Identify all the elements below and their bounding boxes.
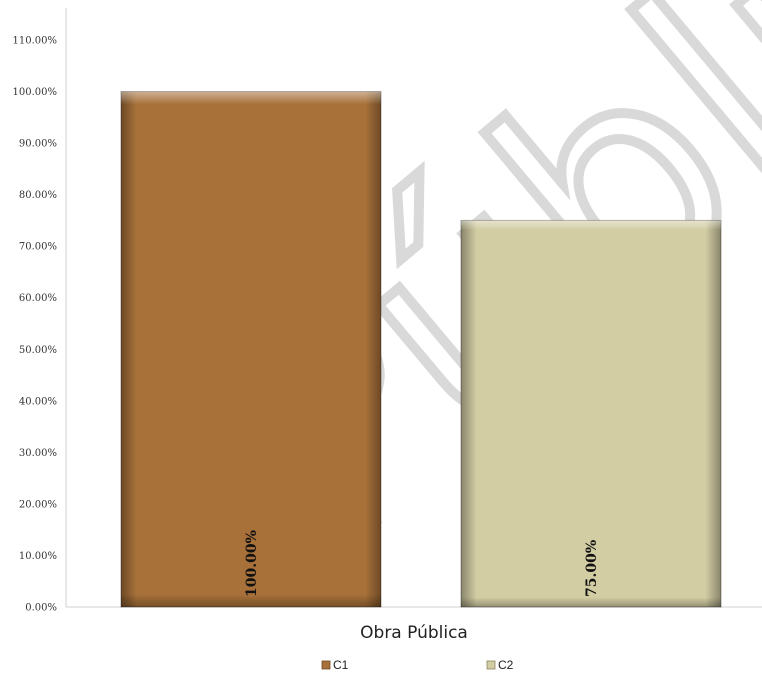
y-tick-label: 50.00%: [19, 345, 57, 356]
data-label-c1: 100.00%: [244, 530, 260, 597]
data-label-c2: 75.00%: [584, 540, 600, 597]
legend-swatch-c1: [321, 660, 331, 670]
y-tick-label: 40.00%: [19, 396, 57, 407]
y-tick-label: 20.00%: [19, 499, 57, 510]
y-tick-label: 70.00%: [19, 242, 57, 253]
y-tick-label: 90.00%: [19, 139, 57, 150]
legend-swatch-c2: [486, 660, 496, 670]
x-category-label: Obra Pública: [360, 623, 468, 643]
legend-item-c2: C2: [486, 658, 514, 672]
legend-label-c2: C2: [498, 658, 514, 672]
y-tick-label: 10.00%: [19, 551, 57, 562]
legend-item-c1: C1: [321, 658, 349, 672]
y-tick-label: 110.00%: [13, 36, 58, 47]
y-tick-label: 30.00%: [19, 448, 57, 459]
y-tick-label: 80.00%: [19, 190, 57, 201]
y-tick-label: 100.00%: [13, 87, 58, 98]
y-tick-label: 0.00%: [25, 603, 57, 614]
bar-bevel: [121, 91, 381, 607]
bar-c2: 75.00%: [460, 219, 722, 608]
bars: 100.00% 75.00%: [120, 91, 722, 608]
bar-c1: 100.00%: [120, 91, 382, 608]
legend: C1 C2: [321, 658, 514, 672]
y-tick-label: 60.00%: [19, 293, 57, 304]
y-axis-ticks: 0.00% 10.00% 20.00% 30.00% 40.00% 50.00% 60.00…: [13, 36, 58, 614]
legend-label-c1: C1: [333, 658, 349, 672]
bar-bevel: [461, 220, 721, 607]
